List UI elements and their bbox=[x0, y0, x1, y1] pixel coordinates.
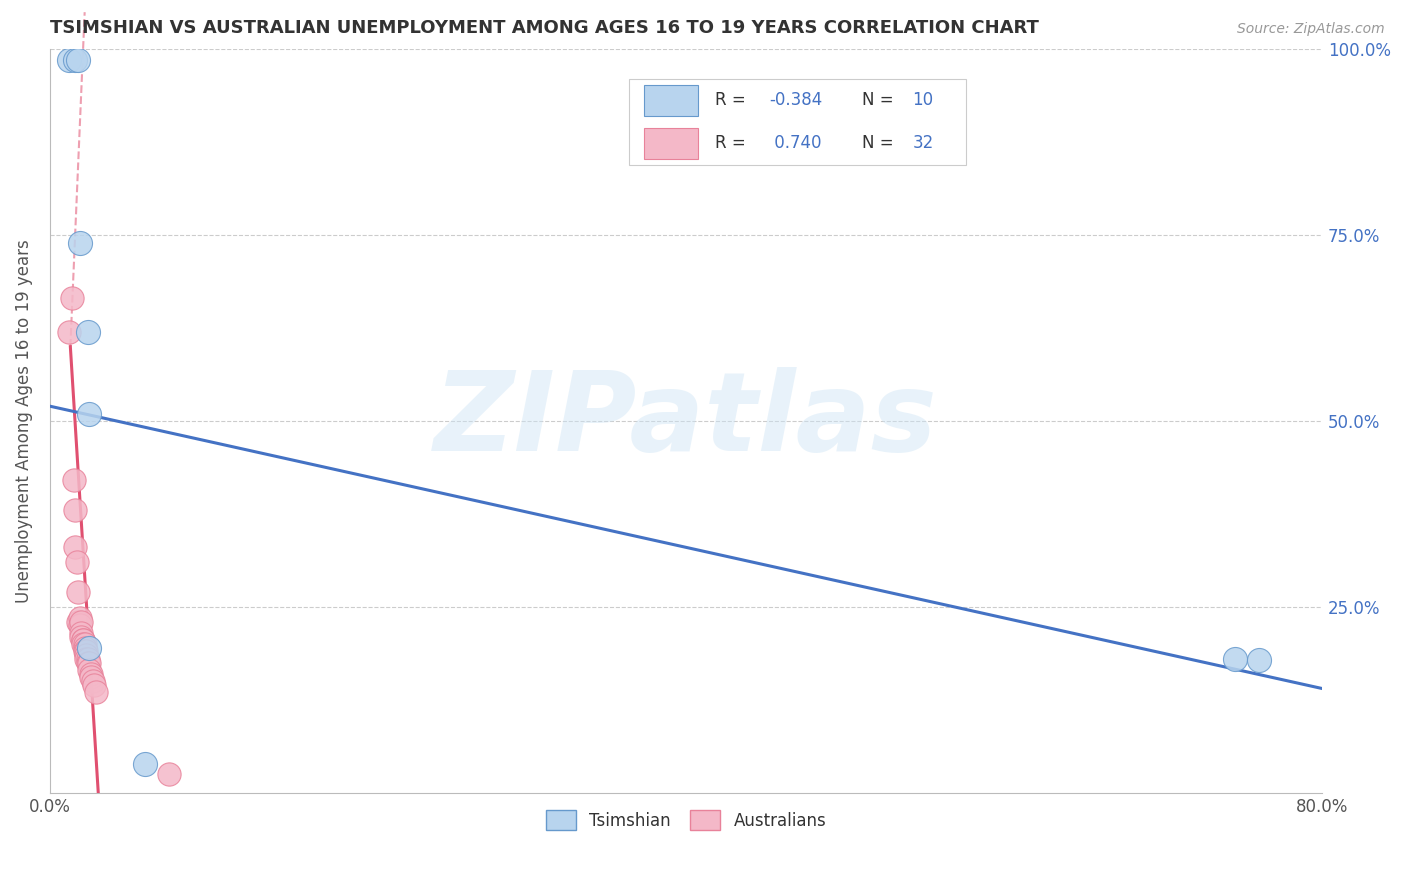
Text: 32: 32 bbox=[912, 134, 934, 153]
Point bbox=[67, 585, 90, 599]
Point bbox=[80, 670, 103, 684]
Point bbox=[79, 656, 101, 670]
Point bbox=[76, 325, 98, 339]
FancyBboxPatch shape bbox=[644, 128, 697, 159]
Text: R =: R = bbox=[716, 134, 751, 153]
Text: ZIPatlas: ZIPatlas bbox=[434, 368, 938, 475]
Point bbox=[63, 54, 86, 68]
FancyBboxPatch shape bbox=[644, 85, 697, 116]
Point bbox=[134, 757, 156, 772]
Point bbox=[75, 644, 97, 658]
Point bbox=[66, 555, 89, 569]
Point bbox=[70, 625, 93, 640]
Point bbox=[62, 474, 84, 488]
Point bbox=[72, 633, 94, 648]
Point bbox=[60, 291, 83, 305]
Point bbox=[84, 685, 107, 699]
Point bbox=[79, 407, 101, 421]
Legend: Tsimshian, Australians: Tsimshian, Australians bbox=[538, 804, 834, 837]
Point bbox=[76, 656, 98, 670]
Text: 10: 10 bbox=[912, 92, 934, 110]
Point bbox=[67, 615, 90, 629]
Point bbox=[83, 678, 105, 692]
Point bbox=[69, 611, 91, 625]
FancyBboxPatch shape bbox=[628, 79, 966, 164]
Point bbox=[80, 666, 103, 681]
Point bbox=[75, 648, 97, 662]
Point bbox=[69, 235, 91, 250]
Point bbox=[79, 640, 101, 655]
Point bbox=[76, 652, 98, 666]
Point bbox=[72, 637, 94, 651]
Y-axis label: Unemployment Among Ages 16 to 19 years: Unemployment Among Ages 16 to 19 years bbox=[15, 239, 32, 603]
Point bbox=[70, 615, 93, 629]
Point bbox=[1223, 652, 1246, 666]
Text: Source: ZipAtlas.com: Source: ZipAtlas.com bbox=[1237, 22, 1385, 37]
Point bbox=[157, 767, 180, 781]
Text: N =: N = bbox=[862, 92, 898, 110]
Point bbox=[1247, 653, 1270, 667]
Point bbox=[73, 640, 96, 655]
Point bbox=[63, 541, 86, 555]
Point bbox=[63, 503, 86, 517]
Text: 0.740: 0.740 bbox=[769, 134, 821, 153]
Point bbox=[73, 644, 96, 658]
Point bbox=[75, 652, 97, 666]
Point bbox=[67, 54, 90, 68]
Text: TSIMSHIAN VS AUSTRALIAN UNEMPLOYMENT AMONG AGES 16 TO 19 YEARS CORRELATION CHART: TSIMSHIAN VS AUSTRALIAN UNEMPLOYMENT AMO… bbox=[49, 19, 1039, 37]
Text: -0.384: -0.384 bbox=[769, 92, 823, 110]
Point bbox=[79, 663, 101, 677]
Point bbox=[58, 325, 80, 339]
Point bbox=[58, 54, 80, 68]
Point bbox=[72, 633, 94, 648]
Text: N =: N = bbox=[862, 134, 898, 153]
Text: R =: R = bbox=[716, 92, 751, 110]
Point bbox=[70, 630, 93, 644]
Point bbox=[73, 637, 96, 651]
Point bbox=[82, 674, 104, 689]
Point bbox=[69, 618, 91, 632]
